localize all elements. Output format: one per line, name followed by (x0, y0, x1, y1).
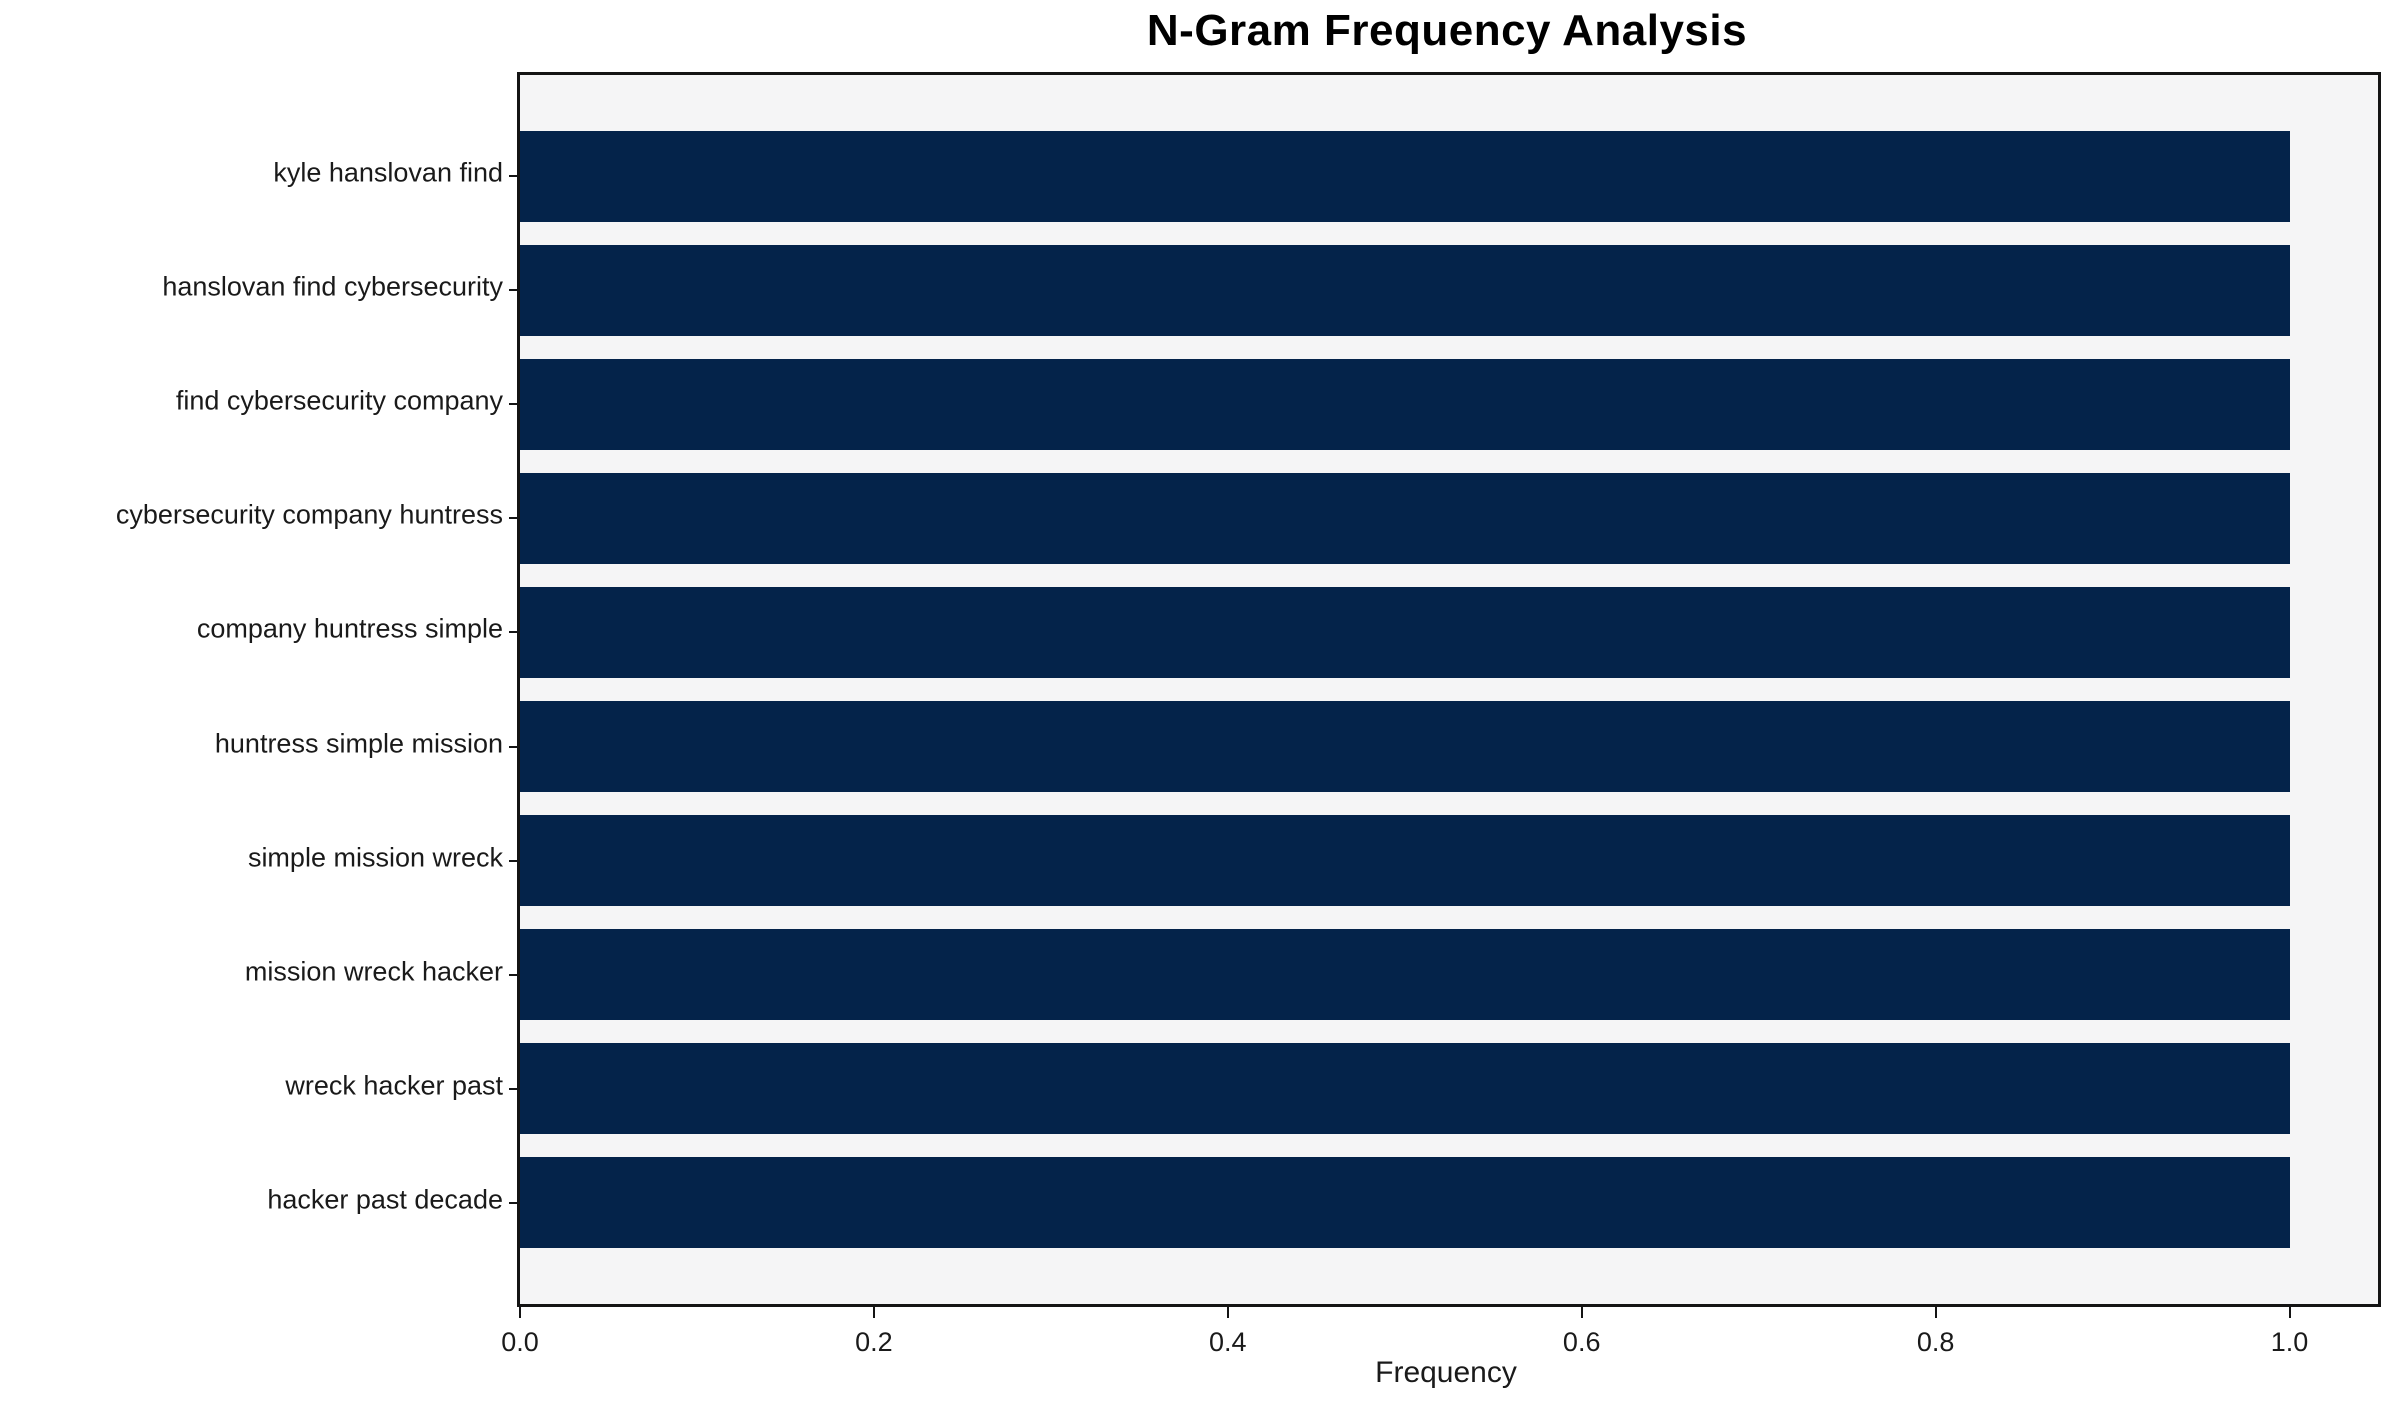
bar (520, 586, 2290, 679)
y-tick-label: wreck hacker past (285, 1070, 503, 1101)
y-tick-mark (509, 973, 517, 976)
bar (520, 1156, 2290, 1249)
y-tick-label: hanslovan find cybersecurity (162, 271, 503, 302)
y-axis: kyle hanslovan find hanslovan find cybers… (0, 72, 503, 1301)
x-tick-label: 0.0 (501, 1327, 539, 1357)
x-tick-mark (1934, 1307, 1937, 1318)
plot-area: 0.0 0.2 0.4 0.6 0.8 1.0 (501, 72, 2381, 1357)
y-tick-label: huntress simple mission (214, 728, 503, 758)
x-tick-mark (519, 1307, 521, 1318)
y-tick-mark (509, 859, 517, 862)
y-tick-label: simple mission wreck (247, 842, 503, 872)
y-tick-mark (509, 289, 517, 292)
x-tick-mark (872, 1307, 875, 1318)
x-tick-label: 0.2 (855, 1327, 893, 1357)
chart-title: N-Gram Frequency Analysis (1146, 6, 1748, 55)
y-tick-label: mission wreck hacker (244, 956, 503, 987)
x-tick-label: 1.0 (2270, 1327, 2309, 1357)
y-tick-label: company huntress simple (196, 613, 503, 644)
y-tick-label: cybersecurity company huntress (115, 499, 503, 530)
x-axis-title: Frequency (1375, 1356, 1517, 1389)
y-tick-mark (509, 1087, 517, 1090)
x-tick-mark (2288, 1307, 2291, 1318)
x-tick-label: 0.8 (1916, 1327, 1955, 1357)
y-tick-mark (509, 403, 517, 406)
bar (520, 244, 2290, 337)
x-tick-mark (1226, 1307, 1229, 1318)
bar (520, 814, 2290, 907)
bar (520, 472, 2290, 565)
x-tick-label: 0.6 (1562, 1327, 1601, 1357)
y-tick-label: kyle hanslovan find (273, 157, 503, 188)
x-tick-label: 0.4 (1209, 1327, 1247, 1357)
y-tick-label: hacker past decade (267, 1184, 503, 1215)
y-tick-label: find cybersecurity company (175, 385, 503, 416)
bar (520, 358, 2290, 451)
bar (520, 1042, 2290, 1135)
y-tick-mark (509, 1201, 517, 1204)
x-tick-mark (1580, 1307, 1583, 1318)
y-tick-mark (509, 631, 517, 634)
y-tick-mark (509, 745, 517, 748)
y-tick-mark (509, 175, 517, 178)
y-tick-mark (509, 517, 517, 520)
bar (520, 130, 2290, 223)
bar (520, 928, 2290, 1021)
bar (520, 700, 2290, 793)
